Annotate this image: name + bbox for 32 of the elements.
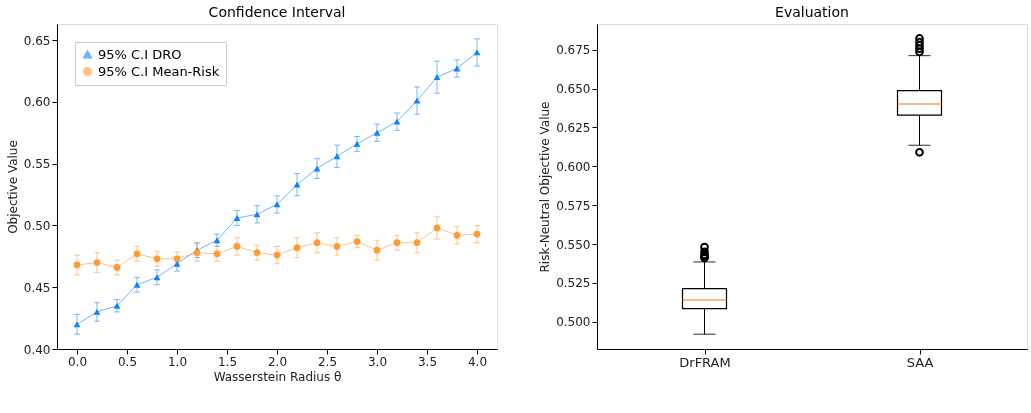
chart-title: Evaluation (775, 4, 849, 20)
y-tick-label: 0.600 (556, 159, 591, 174)
y-tick-label: 0.55 (23, 157, 51, 172)
y-tick-label: 0.40 (23, 342, 51, 357)
x-tick-label: 4.0 (467, 354, 488, 369)
legend-label: 95% C.I DRO (98, 46, 182, 62)
x-tick-label: 0.0 (67, 354, 88, 369)
x-tick-label: 2.5 (317, 354, 338, 369)
x-tick-label: 1.0 (167, 354, 188, 369)
y-axis-title: Objective Value (5, 140, 20, 234)
y-tick-label: 0.675 (556, 43, 591, 58)
y-tick-label: 0.45 (23, 280, 51, 295)
y-axis-title: Risk-Neutral Objective Value (538, 101, 553, 273)
y-tick-label: 0.550 (556, 237, 591, 252)
chart-title: Confidence Interval (208, 4, 346, 20)
y-tick-label: 0.650 (556, 82, 591, 97)
x-axis-title: Wasserstein Radius θ (213, 369, 342, 384)
y-tick-label: 0.50 (23, 218, 51, 233)
x-tick-label: 3.5 (417, 354, 438, 369)
x-tick-label: 1.5 (217, 354, 238, 369)
x-tick-label: SAA (906, 354, 934, 370)
y-tick-label: 0.500 (556, 315, 591, 330)
y-tick-label: 0.65 (23, 33, 51, 48)
y-tick-label: 0.625 (556, 120, 591, 135)
y-tick-label: 0.525 (556, 276, 591, 291)
y-tick-label: 0.60 (23, 95, 51, 110)
x-tick-label: 3.0 (367, 354, 388, 369)
x-tick-label: 0.5 (117, 354, 138, 369)
x-tick-label: 2.0 (267, 354, 288, 369)
y-tick-label: 0.575 (556, 198, 591, 213)
x-tick-label: DrFRAM (679, 354, 731, 370)
legend-label: 95% C.I Mean-Risk (98, 63, 220, 79)
